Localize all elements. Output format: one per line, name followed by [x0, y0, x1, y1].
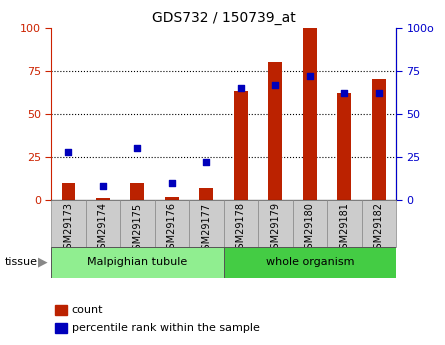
Text: GSM29181: GSM29181 — [340, 203, 349, 255]
Bar — [96, 198, 110, 200]
Bar — [268, 62, 282, 200]
FancyBboxPatch shape — [155, 200, 189, 247]
Bar — [199, 188, 213, 200]
Text: GSM29177: GSM29177 — [202, 203, 211, 256]
Point — [341, 90, 348, 96]
Point — [134, 146, 141, 151]
Bar — [337, 93, 351, 200]
Point — [272, 82, 279, 87]
Text: Malpighian tubule: Malpighian tubule — [87, 257, 187, 267]
Bar — [61, 183, 75, 200]
Text: GSM29174: GSM29174 — [98, 203, 108, 255]
FancyBboxPatch shape — [189, 200, 224, 247]
Bar — [55, 305, 67, 315]
Bar — [303, 28, 317, 200]
Title: GDS732 / 150739_at: GDS732 / 150739_at — [152, 11, 295, 25]
FancyBboxPatch shape — [224, 200, 258, 247]
Text: count: count — [72, 305, 103, 315]
Point — [306, 73, 313, 79]
FancyBboxPatch shape — [327, 200, 362, 247]
FancyBboxPatch shape — [224, 247, 396, 278]
FancyBboxPatch shape — [362, 200, 396, 247]
Point — [237, 85, 244, 91]
Point — [375, 90, 382, 96]
Bar — [372, 79, 386, 200]
Text: GSM29182: GSM29182 — [374, 203, 384, 255]
FancyBboxPatch shape — [51, 247, 224, 278]
Text: whole organism: whole organism — [266, 257, 354, 267]
Bar — [130, 183, 144, 200]
Text: tissue: tissue — [4, 257, 37, 267]
Text: GSM29180: GSM29180 — [305, 203, 315, 255]
Point — [203, 159, 210, 165]
Bar — [234, 91, 248, 200]
FancyBboxPatch shape — [51, 200, 86, 247]
Text: ▶: ▶ — [38, 256, 48, 269]
Text: GSM29173: GSM29173 — [64, 203, 73, 255]
Point — [65, 149, 72, 155]
FancyBboxPatch shape — [86, 200, 120, 247]
FancyBboxPatch shape — [293, 200, 327, 247]
Bar — [165, 197, 179, 200]
Text: percentile rank within the sample: percentile rank within the sample — [72, 323, 260, 333]
Bar — [55, 324, 67, 333]
Text: GSM29175: GSM29175 — [133, 203, 142, 256]
FancyBboxPatch shape — [120, 200, 155, 247]
Text: GSM29176: GSM29176 — [167, 203, 177, 255]
Text: GSM29178: GSM29178 — [236, 203, 246, 255]
Point — [168, 180, 175, 186]
FancyBboxPatch shape — [258, 200, 293, 247]
Text: GSM29179: GSM29179 — [271, 203, 280, 255]
Point — [99, 184, 106, 189]
